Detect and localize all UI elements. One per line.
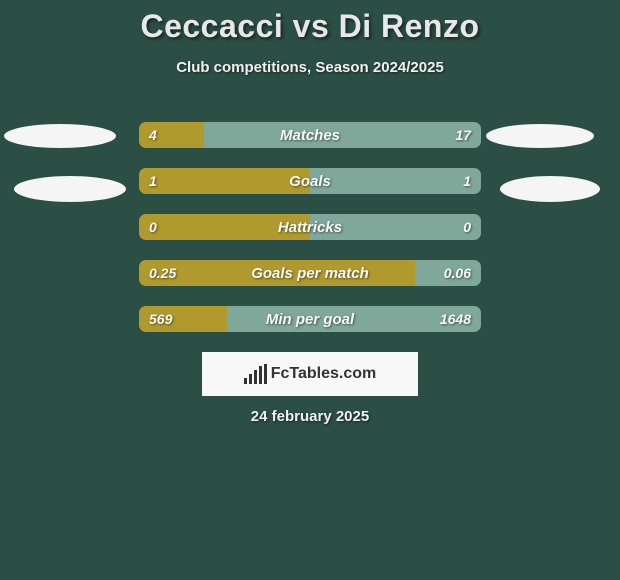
subtitle: Club competitions, Season 2024/2025 [0,59,620,76]
stat-row-goals: 1 Goals 1 [139,168,481,194]
barchart-icon [244,364,267,384]
stat-value-right: 0.06 [444,260,471,286]
stat-label: Hattricks [139,214,481,240]
stat-label: Goals [139,168,481,194]
stat-value-right: 0 [463,214,471,240]
stat-row-hattricks: 0 Hattricks 0 [139,214,481,240]
stat-value-right: 17 [455,122,471,148]
stat-row-matches: 4 Matches 17 [139,122,481,148]
date-text: 24 february 2025 [0,408,620,425]
stat-label: Min per goal [139,306,481,332]
stat-label: Matches [139,122,481,148]
stats-container: 4 Matches 17 1 Goals 1 0 Hattricks 0 0.2… [0,122,620,352]
stat-value-right: 1 [463,168,471,194]
stat-value-right: 1648 [440,306,471,332]
logo-box: FcTables.com [202,352,418,396]
logo-text: FcTables.com [271,365,377,383]
stat-row-gpm: 0.25 Goals per match 0.06 [139,260,481,286]
page-title: Ceccacci vs Di Renzo [0,0,620,45]
stat-row-mpg: 569 Min per goal 1648 [139,306,481,332]
stat-label: Goals per match [139,260,481,286]
